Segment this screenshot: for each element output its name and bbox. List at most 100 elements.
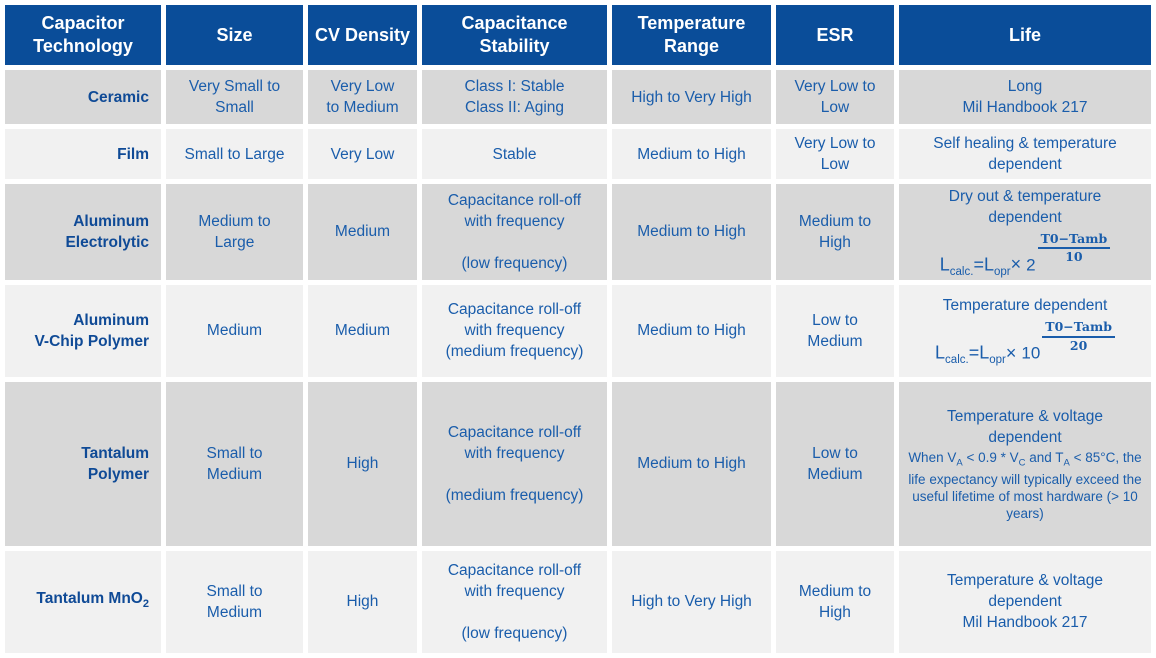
formula-base: 2 [1026,255,1036,275]
header-capacitor-technology: Capacitor Technology [5,5,161,65]
cell-size: Very Small to Small [166,70,303,124]
cell-line: Electrolytic [65,233,149,251]
row-film: Film Small to Large Very Low Stable Medi… [5,129,1151,179]
cell-line: Film [117,145,149,163]
header-capacitance-stability: Capacitance Stability [422,5,607,65]
cell-cv-density: Very Low [308,129,417,179]
cell-line: Dry out & temperature [948,188,1102,205]
formula-times: × [1005,342,1017,363]
cell-line: dependent [988,156,1062,173]
cell-line: Aluminum [73,212,149,230]
cell-temperature: Medium to High [612,381,771,546]
formula-exponent-fraction: T0−Tamb 10 [1037,231,1111,265]
cell-line: Medium to High [637,223,746,241]
cell-line: Capacitance roll-off [447,191,582,209]
cell-line: to Medium [326,99,399,116]
cell-technology: Aluminum Electrolytic [5,184,161,280]
tech-text: Tantalum MnO [36,590,143,608]
cell-life: Temperature dependent Lcalc.=Lopr× 10 T0−T… [899,284,1151,377]
cell-line: Small [215,99,254,116]
formula-rhs: L [979,342,990,363]
cell-esr: Very Low to Low [776,129,894,179]
row-tantalum-polymer: Tantalum Polymer Small to Medium High Ca… [5,381,1151,546]
fraction-denominator: 10 [1065,249,1083,265]
header-size: Size [166,5,303,65]
cell-line: Low to [812,311,858,329]
fraction-numerator: T0−Tamb [1037,231,1111,250]
cell-size: Small to Large [166,129,303,179]
cell-size: Medium [166,284,303,377]
fraction-numerator: T0−Tamb [1042,320,1115,338]
cell-temperature: Medium to High [612,284,771,377]
formula-exponent-fraction: T0−Tamb 20 [1042,320,1115,353]
cell-size: Small to Medium [166,550,303,653]
cell-temperature: Medium to High [612,184,771,280]
cell-technology: Tantalum Polymer [5,381,161,546]
cell-stability: Capacitance roll-off with frequency (med… [422,381,607,546]
cell-line: Mil Handbook 217 [962,99,1088,116]
cell-line: High [346,455,379,473]
cell-line: Medium [206,322,263,340]
cell-line: High [819,603,851,621]
header-esr: ESR [776,5,894,65]
cell-temperature: High to Very High [612,550,771,653]
cell-line: Medium [334,223,391,241]
cell-line: Mil Handbook 217 [962,614,1088,632]
cell-line: Medium to High [637,145,746,163]
formula-lhs: L [935,342,946,363]
cell-line: High [346,593,379,611]
cell-line: Medium [807,332,863,350]
cell-line: High [819,233,851,251]
cell-line: Very Small to [188,78,281,95]
formula-equals: = [973,254,984,275]
formula-lhs: L [939,254,950,275]
cell-line: Low [820,156,850,173]
cell-stability: Capacitance roll-off with frequency (med… [422,284,607,377]
cell-line: (medium frequency) [445,486,584,504]
cell-line: Temperature dependent [942,297,1108,315]
cell-life: Dry out & temperature dependent Lcalc.=L… [899,184,1151,280]
cell-line: Capacitance roll-off [447,561,582,579]
header-temperature-range: Temperature Range [612,5,771,65]
row-aluminum-vchip-polymer: Aluminum V-Chip Polymer Medium Medium Ca… [5,284,1151,377]
formula-rhs-subscript: opr [989,354,1006,367]
cell-line: Medium [206,603,263,621]
tech-subscript: 2 [142,598,149,611]
cell-esr: Low to Medium [776,381,894,546]
cell-stability: Stable [422,129,607,179]
cell-line: Medium [807,465,863,483]
cell-line: Medium to High [637,322,746,340]
cell-esr: Medium to High [776,550,894,653]
cell-line: dependent [988,209,1062,226]
cell-line: Class II: Aging [464,99,565,116]
header-row: Capacitor Technology Size CV Density Cap… [5,5,1151,65]
cell-stability: Capacitance roll-off with frequency (low… [422,184,607,280]
cell-line [426,464,603,485]
note-subscript: A [956,457,963,469]
cell-line: Medium to High [637,455,746,473]
cell-line: Large [214,233,255,251]
cell-technology: Ceramic [5,70,161,124]
cell-line: (low frequency) [461,624,568,642]
cell-line: with frequency [464,582,565,600]
cell-temperature: High to Very High [612,70,771,124]
row-tantalum-mno2: Tantalum MnO2 Small to Medium High Capac… [5,550,1151,653]
cell-size: Medium to Large [166,184,303,280]
cell-line: dependent [988,593,1062,611]
cell-line: Small to [206,582,263,600]
cell-cv-density: High [308,381,417,546]
cell-temperature: Medium to High [612,129,771,179]
cell-life: Long Mil Handbook 217 [899,70,1151,124]
cell-line: with frequency [464,444,565,462]
formula-lhs-subscript: calc. [945,354,969,367]
cell-line: (medium frequency) [445,343,584,361]
formula-rhs: L [983,254,994,275]
cell-line: with frequency [464,322,565,340]
cell-life: Temperature & voltage dependent When VA … [899,381,1151,546]
note-subscript: C [1018,457,1026,469]
formula-times: × [1010,254,1022,275]
cell-esr: Low to Medium [776,284,894,377]
note-subscript: A [1063,457,1070,469]
cell-line: Very Low to [794,78,876,95]
